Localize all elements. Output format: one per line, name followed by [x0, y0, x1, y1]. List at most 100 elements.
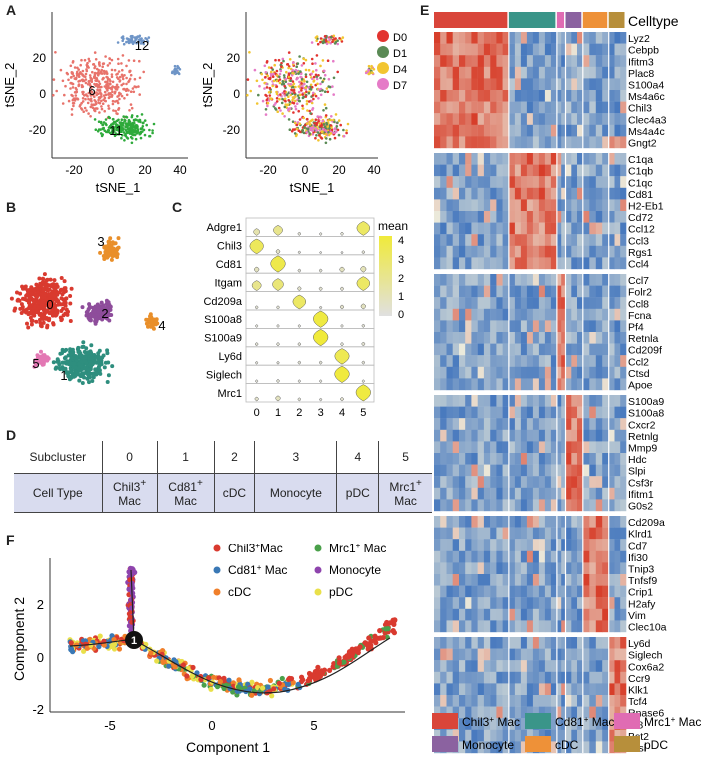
tsne-point [123, 97, 126, 100]
tsne-point [321, 80, 324, 84]
tsne-point [138, 76, 142, 80]
tsne-point [176, 64, 179, 68]
heatmap-cell [465, 429, 472, 442]
celltype-bar-segment [434, 12, 508, 28]
tsne-point [246, 93, 249, 97]
heatmap-cell [561, 32, 566, 44]
heatmap-cell [520, 43, 528, 56]
heatmap-cell [561, 562, 566, 575]
heatmap-cell [561, 199, 566, 212]
heatmap-cell [471, 637, 478, 649]
tsne-point [93, 118, 97, 121]
tsne-point [310, 85, 314, 89]
heatmap-cell [589, 527, 597, 540]
heatmap-cell [595, 234, 603, 246]
heatmap-cell [477, 476, 485, 488]
heatmap-cell [465, 464, 472, 477]
heatmap-cell [620, 453, 627, 465]
heatmap-cell [550, 406, 558, 419]
umap-point [62, 286, 67, 291]
heatmap-cell [571, 90, 578, 102]
cell-point [382, 622, 389, 628]
umap-point [36, 305, 41, 310]
heatmap-cell [571, 378, 578, 391]
tsne-point [289, 79, 292, 82]
heatmap-cell [440, 395, 447, 407]
tsne-point [323, 103, 327, 106]
heatmap-cell [544, 597, 552, 609]
heatmap-cell [446, 683, 453, 696]
umap-point [112, 252, 117, 257]
heatmap-cell [532, 429, 540, 442]
heatmap-cell [620, 516, 627, 528]
legend-swatch-d1 [377, 46, 389, 58]
umap-point [94, 371, 98, 376]
heatmap-cell [434, 234, 441, 246]
heatmap-cell [550, 464, 558, 477]
umap-point [40, 295, 45, 300]
heatmap-cell [520, 487, 528, 500]
heatmap-cell [452, 164, 460, 177]
heatmap-cell [452, 476, 460, 488]
heatmap-cell [532, 550, 540, 563]
heatmap-cell [471, 597, 478, 609]
tsne-point [72, 74, 75, 78]
tsne-days-plot: tSNE_2 tSNE_1 20 0 -20 -20 0 20 40 [200, 12, 381, 195]
heatmap-cell [490, 562, 497, 575]
heatmap-cell [502, 113, 510, 125]
heatmap-cell [502, 101, 510, 114]
heatmap-cell [440, 562, 447, 575]
heatmap-cell [502, 43, 510, 56]
umap-point [87, 302, 92, 307]
heatmap-cell [571, 597, 578, 609]
heatmap-cell [446, 453, 453, 465]
heatmap-cell [561, 718, 566, 730]
heatmap-cell [544, 706, 552, 719]
heatmap-cell [514, 671, 522, 684]
violin-row-frame [245, 272, 375, 293]
cell-point [354, 649, 361, 655]
heatmap-cell [446, 378, 453, 391]
heatmap-cell [526, 418, 534, 430]
heatmap-cell [614, 78, 621, 91]
heatmap-cell [608, 499, 615, 512]
heatmap-cell [608, 597, 615, 609]
tsne-point [327, 131, 330, 134]
heatmap-cell [514, 441, 522, 454]
heatmap-cell [589, 550, 597, 563]
heatmap-cell [471, 66, 478, 79]
umap-point [105, 351, 110, 356]
heatmap-cell [496, 487, 503, 500]
heatmap-cell [434, 136, 441, 149]
heatmap-cell [565, 308, 572, 321]
tsne-point [325, 137, 328, 140]
tsne-point [97, 68, 100, 72]
heatmap-cell [571, 297, 578, 309]
heatmap-cell [608, 706, 615, 719]
heatmap-cell [471, 199, 478, 212]
tsne-point [140, 40, 144, 44]
heatmap-cell [526, 55, 534, 67]
heatmap-cell [477, 90, 485, 102]
heatmap-cell [471, 729, 478, 742]
tsne-point [301, 93, 305, 96]
heatmap-cell [526, 285, 534, 298]
tsne-point [132, 59, 136, 62]
heatmap-cell [602, 297, 609, 309]
heatmap-cell [440, 487, 447, 500]
heatmap-cell [565, 211, 572, 223]
heatmap-cell [602, 285, 609, 298]
tsne-point [275, 69, 279, 73]
branch-point-marker [125, 631, 143, 649]
heatmap-cell [577, 136, 584, 149]
heatmap-cell [582, 308, 590, 321]
tsne-point [326, 125, 330, 128]
heatmap-cell [608, 671, 615, 684]
cell-point [344, 653, 350, 659]
heatmap-cell [608, 297, 615, 309]
heatmap-cell [582, 406, 590, 419]
umap-point [68, 294, 73, 298]
heatmap-cell [452, 32, 460, 44]
heatmap-cell [520, 101, 528, 114]
heatmap-cell [508, 32, 516, 44]
